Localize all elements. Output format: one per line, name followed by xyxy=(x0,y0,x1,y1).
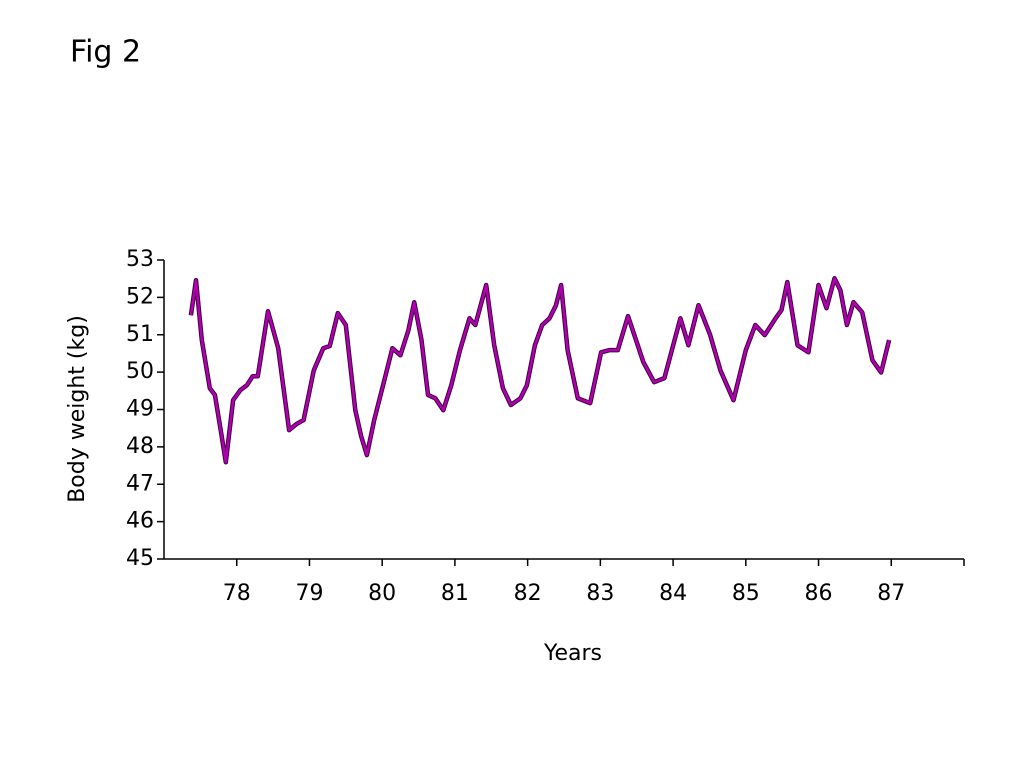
y-tick-label: 48 xyxy=(126,434,154,459)
x-axis-label: Years xyxy=(543,641,602,666)
x-tick-label: 84 xyxy=(659,581,687,606)
x-tick-label: 82 xyxy=(514,581,542,606)
x-tick-label: 80 xyxy=(368,581,396,606)
x-tick-label: 81 xyxy=(441,581,469,606)
y-tick-label: 51 xyxy=(126,322,154,347)
x-tick-label: 85 xyxy=(732,581,760,606)
line-outline xyxy=(188,276,892,465)
y-tick-label: 46 xyxy=(126,509,154,534)
chart-title: Fig 2 xyxy=(70,35,141,70)
y-axis-label: Body weight (kg) xyxy=(65,315,90,503)
x-tick-label: 78 xyxy=(223,581,251,606)
x-tick-label: 86 xyxy=(805,581,833,606)
y-tick-label: 50 xyxy=(126,359,154,384)
data-line xyxy=(189,277,891,464)
y-tick-label: 49 xyxy=(126,397,154,422)
x-tick-label: 79 xyxy=(295,581,323,606)
y-tick-label: 53 xyxy=(126,247,154,272)
x-tick-label: 87 xyxy=(877,581,905,606)
y-tick-label: 47 xyxy=(126,471,154,496)
y-tick-label: 45 xyxy=(126,546,154,571)
x-tick-label: 83 xyxy=(586,581,614,606)
y-tick-label: 52 xyxy=(126,284,154,309)
